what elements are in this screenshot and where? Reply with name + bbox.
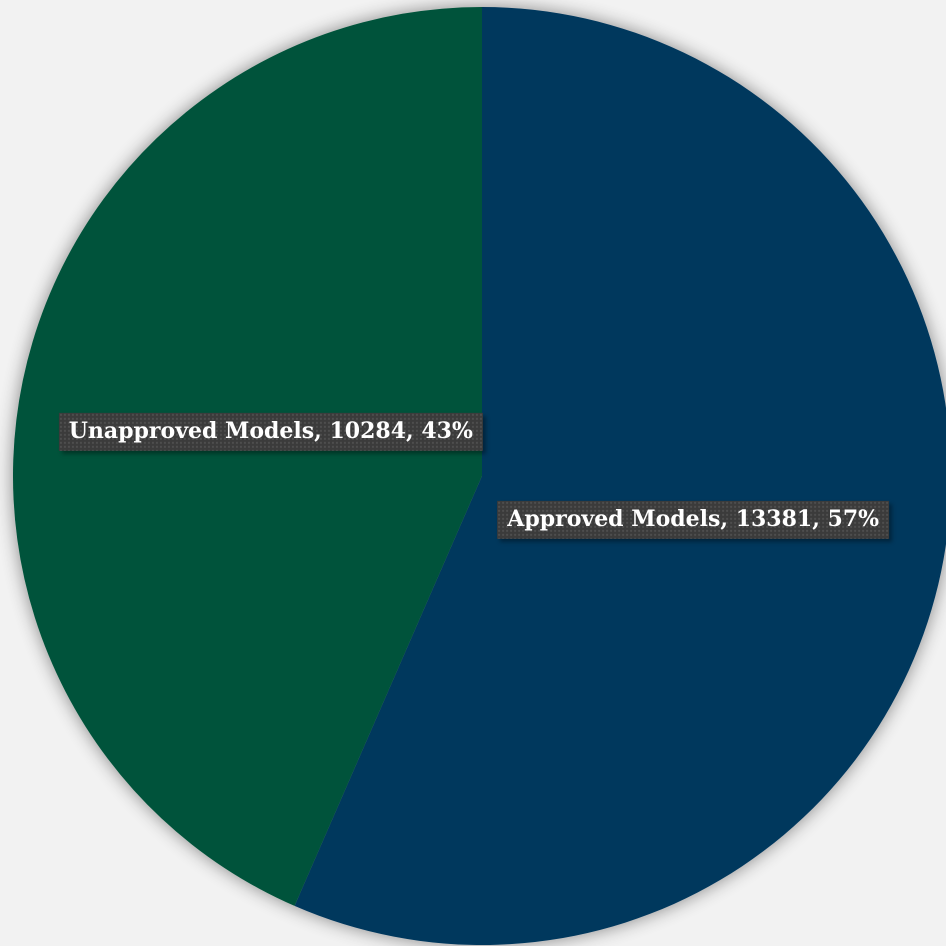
pie-slices [12,6,946,945]
slice-label-approved-models: Approved Models, 13381, 57% [497,500,890,540]
slice-label-unapproved-models: Unapproved Models, 10284, 43% [58,412,483,452]
pie-slice-approved-models [294,7,946,945]
pie-slice-unapproved-models [12,6,482,906]
